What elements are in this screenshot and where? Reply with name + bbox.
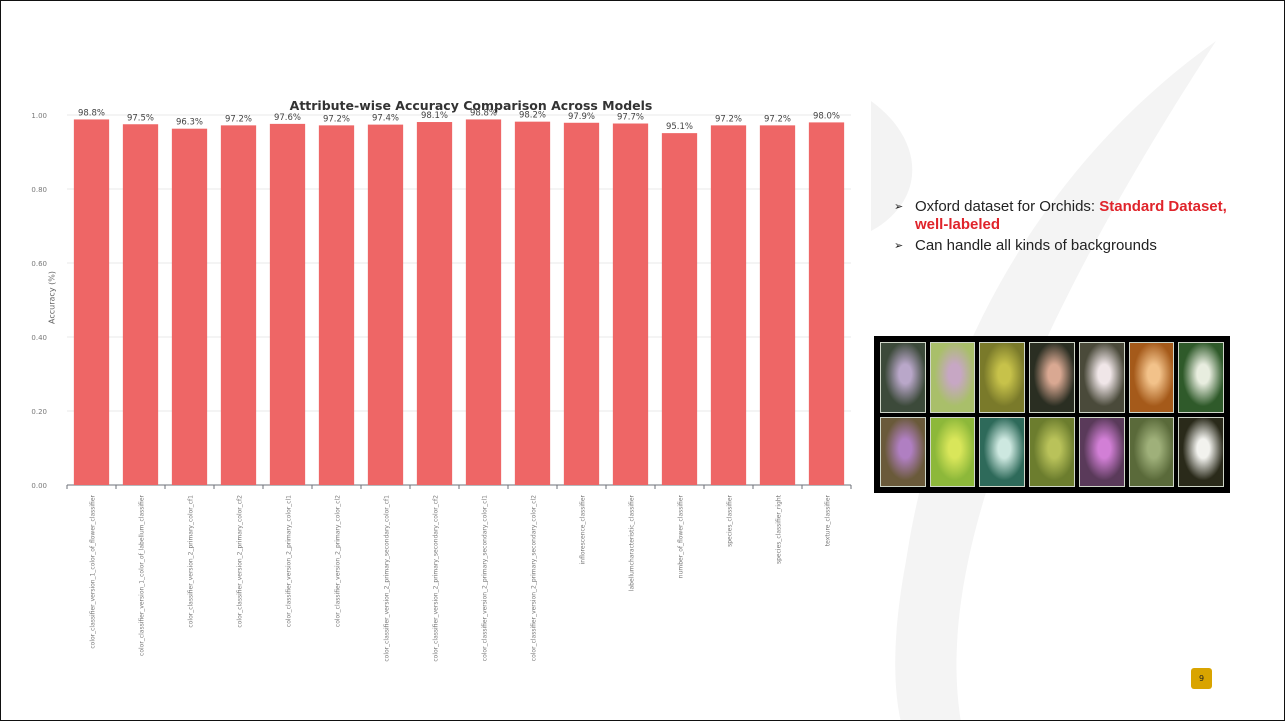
y-tick-label: 0.40 xyxy=(31,334,47,342)
data-label: 97.2% xyxy=(764,114,791,124)
orchid-thumbnail-image xyxy=(929,342,976,413)
x-tick-label: color_classifier_version_1_color_of_flow… xyxy=(90,494,97,648)
bar xyxy=(710,125,747,486)
y-tick-label: 0.60 xyxy=(31,260,47,268)
data-label: 97.2% xyxy=(225,114,252,124)
data-label: 97.5% xyxy=(127,113,154,123)
x-tick-label: labellumcharacteristic_classifier xyxy=(629,494,636,591)
orchid-thumbnail-image xyxy=(880,342,926,413)
bullet-text: Oxford dataset for Orchids: xyxy=(915,198,1100,215)
y-tick-label: 0.80 xyxy=(31,186,47,194)
orchid-thumbnail-image xyxy=(1178,342,1224,413)
data-label: 96.3% xyxy=(176,118,203,128)
arrow-bullet-icon: ➢ xyxy=(894,240,904,252)
data-label: 97.2% xyxy=(323,114,350,124)
x-tick-label: color_classifier_version_2_primary_color… xyxy=(237,495,244,628)
data-label: 95.1% xyxy=(666,122,693,132)
orchid-thumbnail-image xyxy=(1178,416,1224,487)
bar xyxy=(269,123,306,485)
data-label: 98.8% xyxy=(470,108,497,118)
orchid-image-gallery xyxy=(874,336,1230,493)
x-tick-label: texture_classifier xyxy=(825,494,832,546)
bullet-text: Can handle all kinds of backgrounds xyxy=(915,237,1157,254)
bar xyxy=(808,122,845,486)
bullet-list: ➢ Oxford dataset for Orchids: Standard D… xyxy=(894,198,1234,258)
data-label: 98.2% xyxy=(519,111,546,121)
bar xyxy=(416,122,453,485)
data-label: 98.0% xyxy=(813,111,840,121)
page-number-badge: 9 xyxy=(1191,668,1212,689)
chart-title: Attribute-wise Accuracy Comparison Acros… xyxy=(289,98,653,113)
bar xyxy=(367,124,404,486)
bullet-highlight: Standard Dataset, well-labeled xyxy=(915,198,1227,233)
data-label: 97.6% xyxy=(274,113,301,123)
orchid-thumbnail-image xyxy=(1029,416,1075,487)
bullet-item-backgrounds: ➢ Can handle all kinds of backgrounds xyxy=(894,237,1234,255)
orchid-thumbnail-image xyxy=(1078,416,1125,487)
data-label: 97.9% xyxy=(568,112,595,122)
bar xyxy=(661,133,698,485)
orchid-thumbnail-image xyxy=(979,416,1026,487)
accuracy-bar-chart: 0.00 0.20 0.40 0.60 0.80 1.00 98.8% color_class… xyxy=(31,108,852,662)
x-tick-label: color_classifier_version_2_primary_secon… xyxy=(482,495,489,661)
x-tick-label: species_classifier_right xyxy=(776,494,783,564)
data-label: 97.4% xyxy=(372,114,399,124)
y-tick-label: 0.00 xyxy=(31,482,47,490)
bar xyxy=(220,125,257,486)
x-tick-label: number_of_flower_classifier xyxy=(678,494,685,578)
x-tick-label: color_classifier_version_2_primary_color… xyxy=(286,495,293,627)
orchid-thumbnail-image xyxy=(1128,416,1175,487)
bar xyxy=(465,119,502,485)
bar xyxy=(73,119,110,485)
bullet-item-dataset: ➢ Oxford dataset for Orchids: Standard D… xyxy=(894,198,1234,234)
x-tick-label: color_classifier_version_2_primary_color… xyxy=(335,495,342,627)
orchid-thumbnail-image xyxy=(1128,342,1175,413)
orchid-thumbnail-image xyxy=(929,416,976,487)
bar xyxy=(759,125,796,486)
data-label: 98.8% xyxy=(78,108,105,118)
data-label: 97.7% xyxy=(617,113,644,123)
y-tick-label: 1.00 xyxy=(31,112,47,120)
x-tick-label: color_classifier_version_1_color_of_labe… xyxy=(139,494,146,655)
x-tick-label: inflorescence_classifier xyxy=(580,494,587,564)
orchid-thumbnail-image xyxy=(1078,342,1125,413)
data-label: 98.1% xyxy=(421,111,448,121)
x-tick-label: color_classifier_version_2_primary_color… xyxy=(188,495,195,628)
bar xyxy=(514,121,551,485)
data-label: 97.2% xyxy=(715,114,742,124)
x-tick-label: color_classifier_version_2_primary_secon… xyxy=(384,495,391,662)
x-tick-label: color_classifier_version_2_primary_secon… xyxy=(433,495,440,662)
bar xyxy=(318,125,355,486)
bar xyxy=(563,122,600,486)
arrow-bullet-icon: ➢ xyxy=(894,201,904,213)
bar xyxy=(122,124,159,485)
orchid-thumbnail-image xyxy=(979,342,1026,413)
y-tick-label: 0.20 xyxy=(31,408,47,416)
x-tick-label: color_classifier_version_2_primary_secon… xyxy=(531,495,538,661)
orchid-thumbnail-image xyxy=(1029,342,1075,413)
bar xyxy=(171,128,208,485)
bar xyxy=(612,123,649,485)
orchid-thumbnail-image xyxy=(880,416,926,487)
x-tick-label: species_classifier xyxy=(727,494,734,546)
